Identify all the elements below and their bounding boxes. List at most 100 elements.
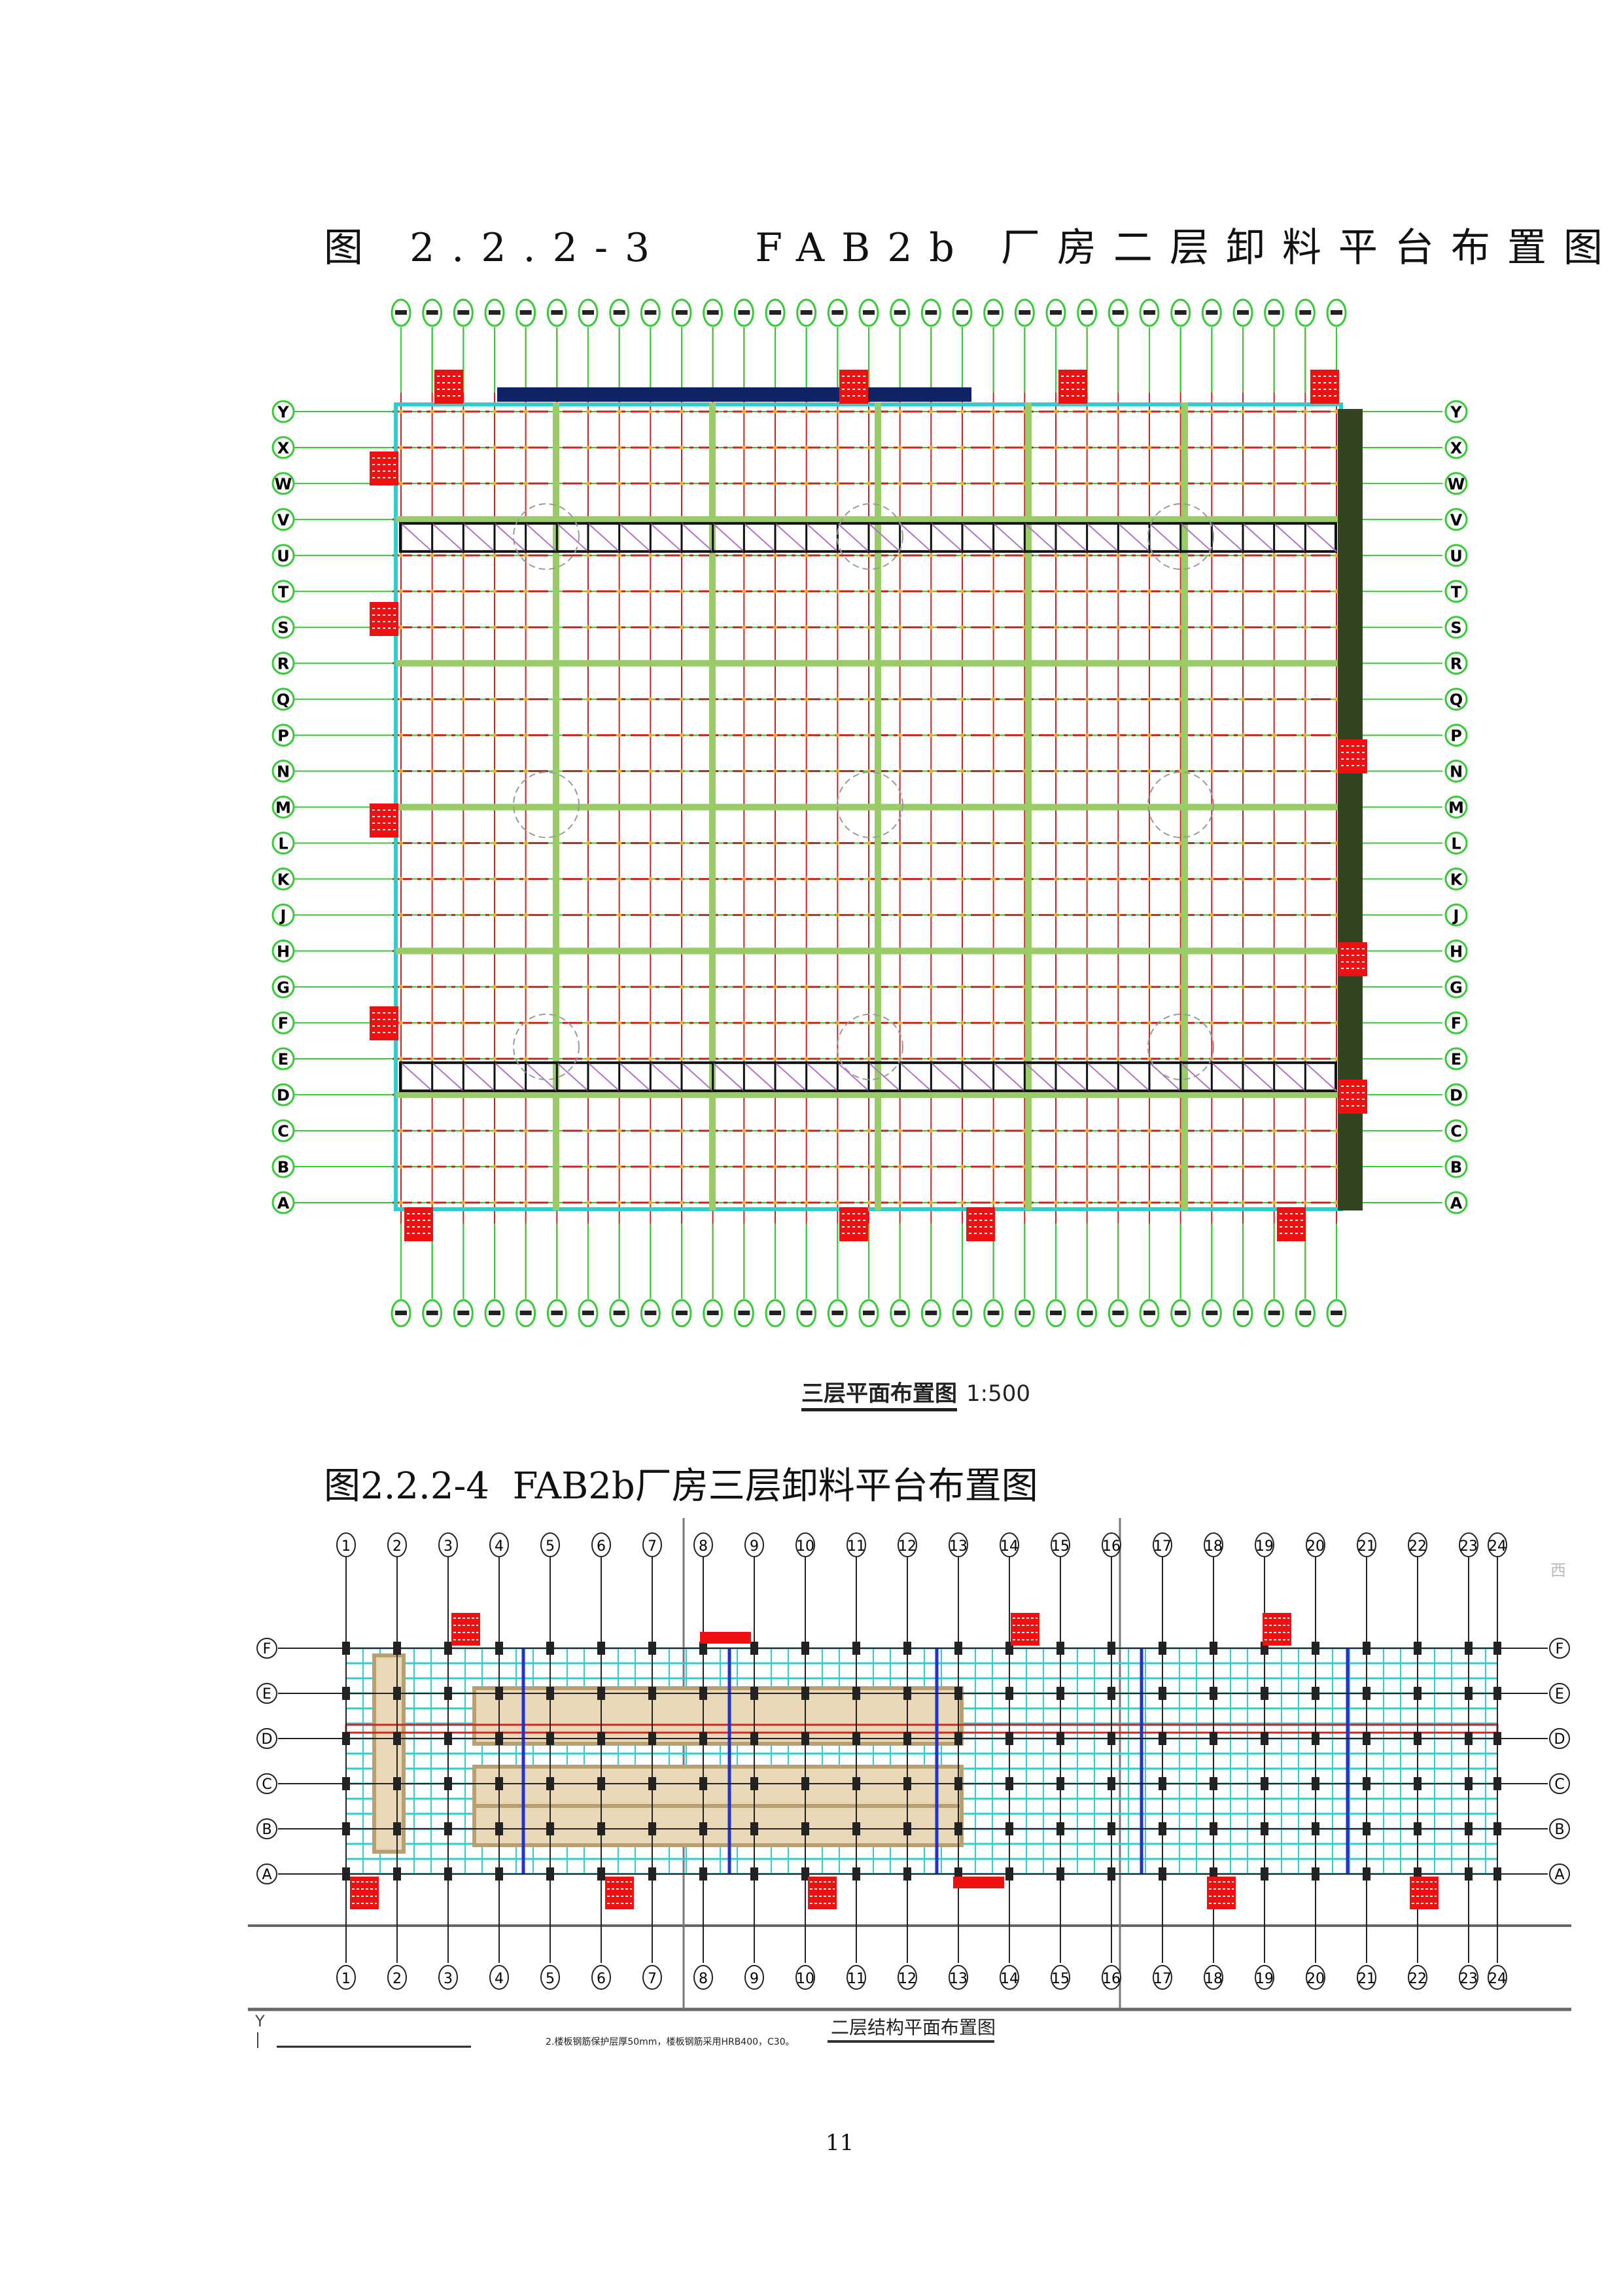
- structural-column: [1159, 1642, 1166, 1655]
- structural-column: [342, 1687, 350, 1700]
- grid-node: [461, 769, 466, 773]
- column-bubble: [1153, 1965, 1172, 1990]
- column-bubble: [540, 1532, 560, 1557]
- grid-node: [773, 1165, 777, 1169]
- grid-node: [430, 445, 434, 450]
- equipment-circle: [1147, 1014, 1214, 1080]
- grid-node: [991, 913, 996, 917]
- grid-node: [1335, 877, 1338, 881]
- row-label: F: [1451, 1014, 1461, 1033]
- grid-node: [804, 877, 809, 881]
- axis-bubble-label: [1331, 1311, 1342, 1315]
- grid-node: [742, 481, 746, 486]
- structural-column: [954, 1732, 962, 1745]
- column-bubble: [949, 1532, 968, 1557]
- grid-node: [430, 1057, 434, 1061]
- grid-node: [1085, 1165, 1089, 1169]
- row-label: R: [1450, 655, 1462, 673]
- grid-node: [991, 733, 996, 737]
- column-bubble: [1459, 1532, 1478, 1557]
- structural-column: [495, 1687, 503, 1700]
- grid-node: [680, 1129, 684, 1133]
- structural-column: [1465, 1687, 1473, 1700]
- structural-column: [597, 1687, 605, 1700]
- grid-node: [1241, 589, 1245, 593]
- grid-node: [399, 1129, 403, 1133]
- grid-node: [680, 1201, 684, 1205]
- structural-column: [444, 1867, 452, 1881]
- column-label: 4: [495, 1538, 504, 1555]
- grid-node: [991, 1129, 996, 1133]
- row-bubble: [1444, 831, 1468, 855]
- truss-diagonal: [899, 1062, 932, 1091]
- grid-node: [960, 625, 964, 629]
- grid-node: [773, 1129, 777, 1133]
- row-label: G: [1450, 978, 1463, 997]
- grid-node: [898, 733, 902, 737]
- structural-column: [1159, 1822, 1166, 1835]
- row-label: K: [277, 870, 290, 889]
- grid-node: [898, 913, 902, 917]
- structural-column: [1108, 1822, 1115, 1835]
- loading-door: [700, 1632, 751, 1644]
- grid-node: [399, 445, 403, 450]
- grid-node: [773, 877, 777, 881]
- row-bubble: [1444, 436, 1468, 459]
- grid-node: [1054, 1201, 1058, 1205]
- row-bubble: [271, 903, 295, 927]
- grid-node: [399, 1057, 403, 1061]
- column-label: 20: [1306, 1971, 1325, 1987]
- grid-node: [898, 985, 902, 989]
- grid-node: [898, 481, 902, 486]
- grid-node: [1272, 877, 1276, 881]
- grid-node: [430, 410, 434, 414]
- grid-node: [461, 841, 466, 845]
- grid-node: [804, 733, 809, 737]
- row-label: P: [277, 727, 289, 745]
- grid-node: [648, 1201, 653, 1205]
- grid-node: [835, 1021, 840, 1025]
- structural-column: [648, 1777, 656, 1790]
- row-bubble: [256, 1773, 277, 1794]
- grid-node: [804, 913, 809, 917]
- grid-node: [1335, 589, 1338, 593]
- truss-diagonal: [837, 1062, 869, 1091]
- grid-node: [1210, 553, 1214, 557]
- row-bubble: [1444, 975, 1468, 998]
- row-label: E: [262, 1686, 271, 1703]
- grid-node: [960, 1057, 964, 1061]
- structural-column: [1159, 1777, 1166, 1790]
- row-bubble: [1444, 1083, 1468, 1106]
- grid-node: [1085, 733, 1089, 737]
- structural-column: [1210, 1732, 1217, 1745]
- structural-column: [342, 1642, 350, 1655]
- grid-node: [680, 410, 684, 414]
- column-bubble: [846, 1965, 866, 1990]
- grid-node: [399, 553, 403, 557]
- structural-column: [852, 1867, 860, 1881]
- grid-node: [1147, 553, 1151, 557]
- grid-node: [773, 697, 777, 701]
- column-label: 16: [1102, 1971, 1121, 1987]
- page-number: 11: [826, 2130, 854, 2156]
- row-label: D: [262, 1731, 273, 1748]
- truss-diagonal: [1086, 523, 1119, 552]
- grid-node: [1335, 481, 1338, 486]
- row-bubble: [271, 796, 295, 819]
- truss-diagonal: [805, 523, 839, 552]
- grid-node: [804, 1201, 809, 1205]
- grid-node: [586, 481, 590, 486]
- truss-diagonal: [1273, 1062, 1306, 1091]
- structural-column: [1414, 1642, 1422, 1655]
- row-bubble: [271, 831, 295, 855]
- truss-diagonal: [775, 523, 807, 552]
- grid-node: [960, 877, 964, 881]
- axis-bubble-label: [707, 1311, 719, 1315]
- axis-bubble-label: [644, 310, 657, 315]
- row-bubble: [1444, 544, 1468, 567]
- grid-node: [648, 769, 653, 773]
- grid-node: [804, 589, 809, 593]
- truss-diagonal: [1086, 1062, 1119, 1091]
- grid-node: [929, 1201, 934, 1205]
- truss-diagonal: [400, 523, 433, 552]
